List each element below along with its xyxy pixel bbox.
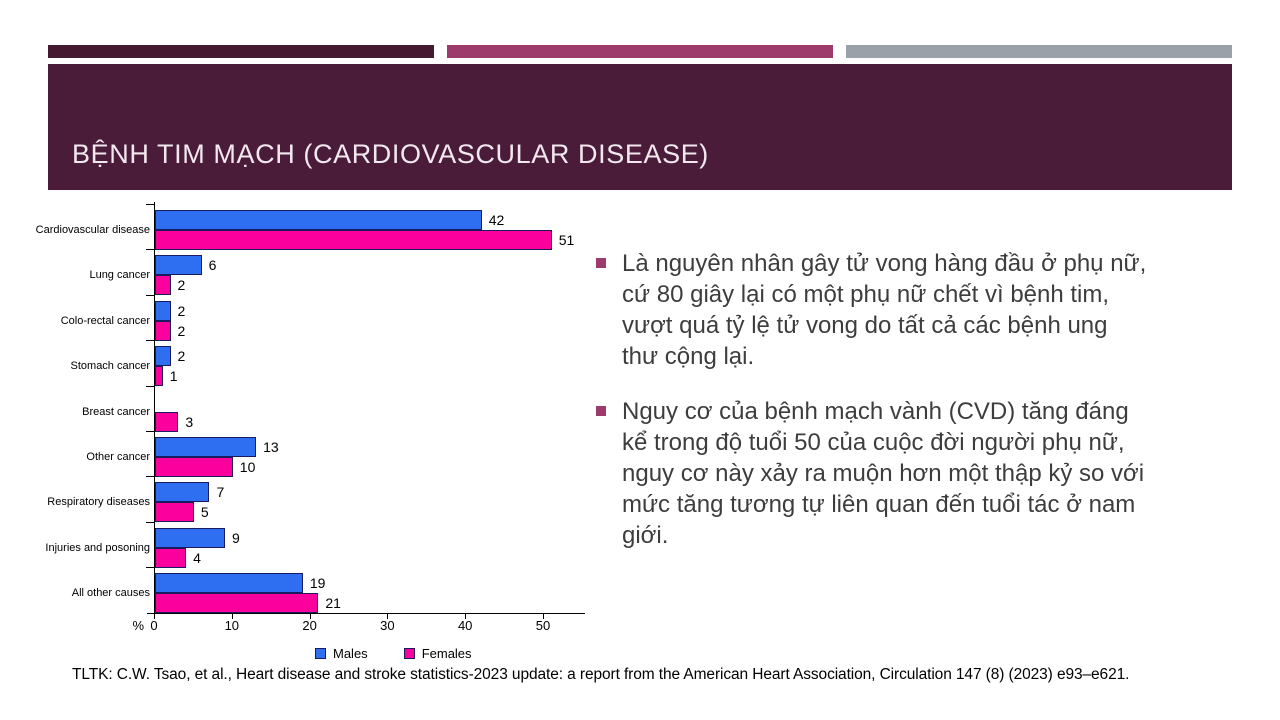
category-axis-tick bbox=[146, 521, 154, 523]
category-axis-tick bbox=[146, 294, 154, 296]
accent-bar-row bbox=[48, 45, 1232, 58]
value-label: 4 bbox=[193, 549, 201, 566]
category-axis-tick bbox=[146, 385, 154, 387]
accent-bar-gray bbox=[846, 45, 1232, 58]
y-axis-line bbox=[154, 202, 155, 613]
bullet-text: Là nguyên nhân gây tử vong hàng đầu ở ph… bbox=[622, 250, 1147, 370]
x-axis-tick bbox=[154, 613, 155, 619]
legend-item-males: Males bbox=[315, 646, 368, 661]
value-label: 51 bbox=[558, 232, 575, 248]
chart-legend: Males Females bbox=[315, 646, 472, 661]
bullet-item: Nguy cơ của bệnh mạch vành (CVD) tăng đá… bbox=[596, 396, 1228, 551]
category-axis-tick bbox=[146, 204, 154, 205]
x-axis-tick bbox=[231, 613, 233, 619]
value-label: 2 bbox=[177, 302, 186, 319]
x-axis-line bbox=[147, 613, 585, 614]
value-label: 3 bbox=[185, 413, 194, 430]
value-label: 2 bbox=[177, 322, 186, 339]
category-axis-tick bbox=[146, 430, 154, 432]
accent-bar-dark bbox=[48, 45, 434, 58]
legend-swatch-icon bbox=[403, 648, 415, 659]
bar-females bbox=[155, 411, 179, 432]
x-tick-label: 30 bbox=[380, 618, 395, 633]
category-label: Stomach cancer bbox=[70, 360, 150, 373]
bar-males bbox=[155, 482, 210, 503]
bar-chart: Cardiovascular disease 42 51 Lung cancer 6 2 C… bbox=[36, 196, 600, 676]
bullet-square-icon bbox=[596, 258, 606, 268]
bar-females bbox=[155, 230, 552, 250]
x-axis-tick bbox=[387, 613, 389, 619]
category-label: Injuries and posoning bbox=[45, 541, 150, 554]
value-label: 21 bbox=[325, 595, 341, 611]
x-axis-tick bbox=[465, 613, 467, 619]
bullet-square-icon bbox=[596, 406, 606, 416]
bar-females bbox=[155, 275, 171, 296]
category-axis-tick bbox=[146, 340, 154, 342]
legend-label: Females bbox=[421, 646, 472, 661]
value-label: 9 bbox=[232, 529, 240, 546]
x-tick-label: 40 bbox=[457, 618, 473, 633]
category-label: Lung cancer bbox=[89, 269, 150, 282]
bar-males bbox=[155, 436, 257, 457]
bullet-item: Là nguyên nhân gây tử vong hàng đầu ở ph… bbox=[596, 248, 1228, 372]
x-axis-unit-label: % bbox=[132, 618, 144, 633]
value-label: 2 bbox=[177, 348, 186, 365]
category-axis-tick bbox=[146, 249, 154, 251]
value-label: 42 bbox=[488, 212, 505, 228]
bar-females bbox=[155, 320, 171, 341]
bar-males bbox=[155, 255, 202, 276]
value-label: 19 bbox=[309, 575, 326, 591]
bar-males bbox=[155, 210, 482, 230]
legend-item-females: Females bbox=[403, 646, 472, 661]
x-tick-label: 10 bbox=[224, 618, 240, 633]
bar-males bbox=[155, 573, 303, 593]
bullet-list: Là nguyên nhân gây tử vong hàng đầu ở ph… bbox=[596, 248, 1228, 551]
category-label: Cardiovascular disease bbox=[35, 224, 150, 236]
bar-males bbox=[155, 300, 171, 321]
bar-females bbox=[155, 547, 187, 568]
x-tick-label: 20 bbox=[302, 618, 317, 633]
category-axis-tick bbox=[146, 567, 154, 568]
value-label: 7 bbox=[216, 484, 225, 501]
x-tick-label: 0 bbox=[150, 618, 158, 633]
x-axis-tick bbox=[309, 613, 311, 619]
category-axis-tick bbox=[146, 476, 154, 478]
x-axis-tick bbox=[543, 613, 544, 619]
value-label: 2 bbox=[177, 277, 186, 294]
category-label: Colo-rectal cancer bbox=[60, 314, 150, 327]
value-label: 5 bbox=[200, 504, 209, 521]
legend-label: Males bbox=[333, 646, 368, 661]
slide-title: BỆNH TIM MẠCH (CARDIOVASCULAR DISEASE) bbox=[72, 139, 709, 169]
bar-males bbox=[155, 346, 171, 367]
citation-text: TLTK: C.W. Tsao, et al., Heart disease a… bbox=[72, 666, 1130, 683]
category-label: All other causes bbox=[71, 587, 150, 599]
value-label: 10 bbox=[239, 458, 256, 475]
x-tick-label: 50 bbox=[535, 618, 551, 633]
bar-males bbox=[155, 527, 226, 548]
category-label: Breast cancer bbox=[82, 405, 150, 418]
bullet-text: Nguy cơ của bệnh mạch vành (CVD) tăng đá… bbox=[622, 398, 1145, 549]
bar-females bbox=[155, 593, 319, 613]
category-label: Respiratory diseases bbox=[47, 496, 150, 509]
bar-females bbox=[155, 456, 233, 477]
bar-females bbox=[155, 502, 194, 523]
title-bar: BỆNH TIM MẠCH (CARDIOVASCULAR DISEASE) bbox=[48, 64, 1232, 190]
bar-females bbox=[155, 366, 163, 387]
accent-bar-plum bbox=[447, 45, 833, 58]
value-label: 13 bbox=[263, 438, 279, 455]
legend-swatch-icon bbox=[315, 648, 326, 659]
category-label: Other cancer bbox=[86, 450, 150, 463]
value-label: 6 bbox=[208, 257, 217, 274]
value-label: 1 bbox=[169, 368, 178, 385]
